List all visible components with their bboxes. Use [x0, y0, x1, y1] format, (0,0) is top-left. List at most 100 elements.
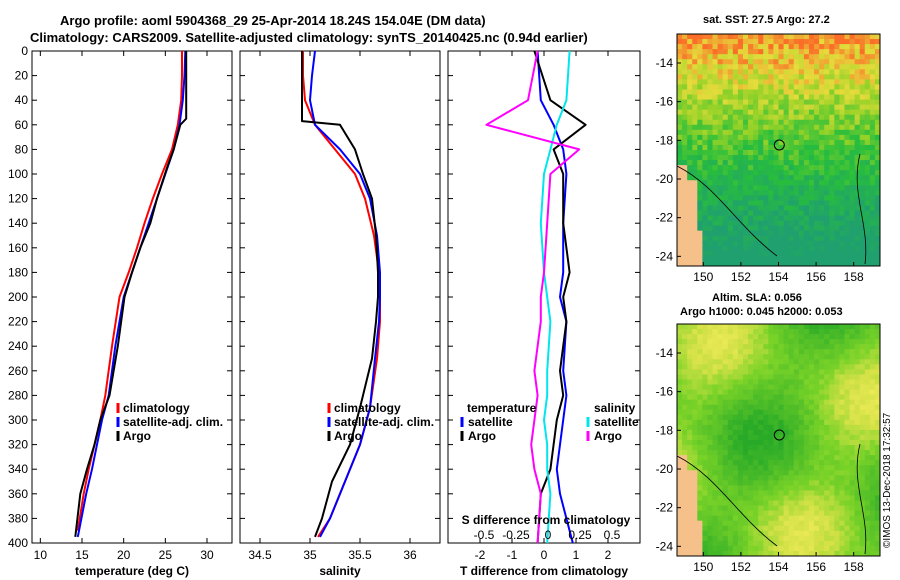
sst-map-cell	[753, 134, 759, 141]
sla-map-cell	[707, 409, 714, 416]
sla-map-argo-marker	[773, 429, 785, 441]
sst-map-cell	[859, 64, 866, 70]
sla-map-cell	[834, 429, 840, 436]
sst-map-cell	[753, 99, 759, 106]
sst-map-cell	[763, 104, 769, 111]
sla-map-cell	[677, 515, 683, 522]
sla-map-cell	[798, 399, 805, 406]
sla-map-cell	[692, 550, 698, 557]
sst-map-cell	[712, 220, 719, 227]
sst-map-cell	[692, 54, 698, 60]
sst-map-cell	[839, 124, 845, 131]
sst-map-cell	[778, 165, 785, 171]
sla-map-cell	[763, 480, 769, 486]
sla-map-cell	[763, 470, 769, 476]
sst-map-cell	[803, 104, 810, 111]
sla-map-cell	[717, 510, 724, 517]
sla-map-cell	[702, 399, 708, 406]
sla-map-cell	[839, 334, 845, 340]
sst-map-cell	[727, 109, 734, 116]
sst-map-cell	[778, 74, 785, 80]
sla-map-cell	[677, 495, 683, 502]
sst-map-cell	[722, 245, 729, 252]
sla-map-cell	[758, 470, 764, 476]
sst-map-cell	[707, 185, 714, 191]
sla-map-cell	[768, 470, 774, 476]
sla-map-cell	[702, 445, 708, 451]
sst-map-cell	[874, 34, 881, 40]
sla-map-cell	[859, 525, 866, 532]
sla-map-cell	[732, 419, 739, 426]
sla-map-cell	[849, 500, 856, 507]
sla-map-cell	[788, 394, 795, 401]
sst-map-cell	[692, 160, 698, 166]
sst-map-cell	[697, 64, 703, 70]
sla-map-cell	[712, 515, 719, 522]
sst-map-cell	[788, 190, 795, 196]
sst-map-cell	[742, 49, 749, 55]
sla-map-cell	[849, 465, 856, 471]
sla-map-cell	[707, 339, 714, 345]
sst-map-cell	[864, 109, 871, 116]
sla-map-cell	[839, 414, 845, 421]
sst-map-cell	[722, 94, 729, 101]
sla-map-cell	[803, 384, 810, 391]
sst-map-cell	[839, 200, 845, 206]
sla-map-cell	[793, 334, 800, 340]
sst-map-cell	[722, 250, 729, 257]
sst-map-cell	[864, 54, 871, 60]
sst-map-cell	[869, 44, 876, 50]
sla-map-cell	[702, 545, 708, 552]
sst-map-cell	[819, 255, 825, 262]
sst-map-cell	[707, 220, 714, 227]
sla-map-cell	[778, 530, 785, 537]
sst-map-cell	[834, 160, 840, 166]
sla-map-cell	[788, 354, 795, 360]
sst-map-cell	[768, 104, 774, 111]
sst-map-cell	[824, 79, 830, 85]
sst-map-cell	[824, 255, 830, 262]
sst-map-cell	[854, 225, 861, 232]
sst-map-cell	[737, 44, 744, 50]
sla-map-cell	[763, 409, 769, 416]
sst-map-cell	[763, 74, 769, 80]
sst-map-cell	[697, 215, 703, 222]
sla-map-cell	[692, 374, 698, 380]
sla-map-cell	[808, 359, 815, 365]
sst-map-cell	[864, 34, 871, 40]
sst-map-cell	[814, 124, 820, 131]
sst-map-cell	[717, 250, 724, 257]
sla-map-cell	[824, 434, 830, 441]
sla-map-cell	[763, 460, 769, 466]
sst-map-cell	[869, 54, 876, 60]
sla-map-cell	[773, 324, 779, 330]
sla-map-cell	[737, 460, 744, 466]
sst-map-cell	[869, 170, 876, 176]
sst-map-cell	[849, 44, 856, 50]
sst-map-cell	[793, 134, 800, 141]
sla-map-cell	[727, 364, 734, 370]
sla-map-cell	[778, 434, 785, 441]
sla-map-cell	[829, 414, 835, 421]
sst-map-cell	[748, 255, 754, 262]
sla-map-cell	[717, 339, 724, 345]
sla-map-cell	[864, 510, 871, 517]
sla-map-cell	[737, 515, 744, 522]
sst-map-cell	[697, 84, 703, 90]
sla-map-cell	[844, 329, 851, 335]
sla-map-cell	[742, 389, 749, 396]
sla-map-cell	[697, 540, 703, 547]
sst-map-cell	[814, 139, 820, 146]
sst-map-cell	[834, 200, 840, 206]
sla-map-cell	[722, 359, 729, 365]
sst-map-cell	[839, 185, 845, 191]
sla-map-cell	[864, 419, 871, 426]
sla-map-cell	[758, 515, 764, 522]
sst-map-cell	[819, 84, 825, 90]
sst-map-cell	[829, 54, 835, 60]
sla-map-cell	[742, 515, 749, 522]
sla-map-cell	[707, 445, 714, 451]
sla-map-cell	[768, 369, 774, 375]
sst-map-cell	[763, 44, 769, 50]
sla-map-cell	[722, 394, 729, 401]
